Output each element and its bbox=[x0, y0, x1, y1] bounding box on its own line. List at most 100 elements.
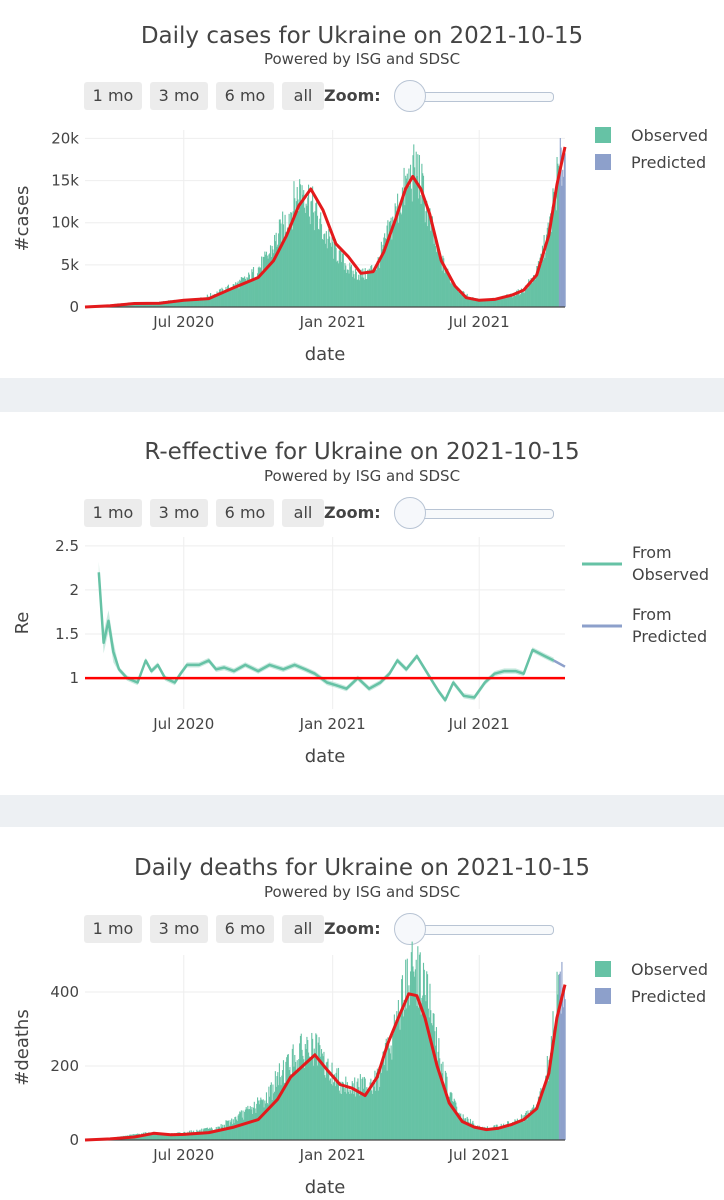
observed-bar bbox=[159, 1134, 161, 1140]
observed-bar bbox=[339, 247, 341, 307]
observed-bar bbox=[455, 1102, 457, 1140]
observed-bar bbox=[172, 1134, 174, 1140]
zoom-slider-handle[interactable] bbox=[394, 80, 426, 112]
legend-swatch-observed bbox=[595, 961, 611, 977]
range-button-3mo[interactable]: 3 mo bbox=[150, 82, 208, 110]
observed-bar bbox=[412, 966, 414, 1140]
observed-bar bbox=[232, 1119, 234, 1140]
observed-bar bbox=[301, 185, 303, 307]
observed-bar bbox=[417, 154, 419, 307]
observed-bar bbox=[261, 1099, 263, 1140]
observed-bar bbox=[171, 300, 173, 307]
observed-bar bbox=[520, 294, 522, 307]
observed-bar bbox=[475, 298, 477, 307]
observed-bar bbox=[507, 294, 509, 307]
observed-bar bbox=[355, 271, 357, 307]
range-button-6mo[interactable]: 6 mo bbox=[216, 82, 274, 110]
observed-bar bbox=[475, 1128, 477, 1140]
observed-bar bbox=[299, 1035, 302, 1140]
observed-bar bbox=[521, 1119, 523, 1140]
range-button-1mo[interactable]: 1 mo bbox=[84, 82, 142, 110]
observed-bar bbox=[305, 1048, 307, 1140]
predicted-bar bbox=[563, 151, 565, 307]
observed-bar bbox=[479, 1129, 481, 1140]
observed-bar bbox=[375, 1090, 377, 1140]
range-button-1mo[interactable]: 1 mo bbox=[84, 499, 142, 527]
observed-bar bbox=[330, 246, 332, 307]
zoom-slider-handle[interactable] bbox=[394, 497, 426, 529]
observed-bar bbox=[493, 1125, 495, 1140]
observed-bar bbox=[406, 173, 408, 307]
observed-bar bbox=[375, 269, 377, 307]
observed-bar bbox=[161, 1133, 163, 1140]
observed-bar bbox=[201, 1131, 204, 1140]
observed-bar bbox=[531, 283, 533, 307]
observed-bar bbox=[361, 1078, 363, 1140]
observed-bar bbox=[236, 1120, 238, 1140]
observed-bar bbox=[510, 1126, 512, 1140]
range-button-3mo[interactable]: 3 mo bbox=[150, 915, 208, 943]
observed-bar bbox=[546, 227, 548, 307]
observed-bar bbox=[408, 168, 410, 307]
observed-bar bbox=[347, 269, 349, 307]
observed-bar bbox=[524, 1113, 527, 1140]
observed-bar bbox=[268, 254, 270, 307]
observed-bar bbox=[353, 1094, 355, 1140]
observed-bar bbox=[308, 1052, 310, 1140]
observed-bar bbox=[361, 277, 363, 307]
range-button-all[interactable]: all bbox=[282, 915, 324, 943]
observed-bar bbox=[469, 297, 471, 307]
observed-bar bbox=[469, 298, 471, 307]
observed-bar bbox=[526, 285, 528, 307]
observed-bar bbox=[528, 282, 531, 307]
observed-bar bbox=[357, 279, 359, 307]
observed-bar bbox=[431, 1023, 433, 1140]
observed-bar bbox=[275, 232, 277, 307]
observed-bar bbox=[383, 1050, 385, 1140]
observed-bar bbox=[291, 1048, 293, 1140]
observed-bar bbox=[148, 1132, 150, 1140]
observed-bar bbox=[482, 1129, 484, 1140]
observed-bar bbox=[201, 299, 204, 307]
observed-bar bbox=[431, 216, 433, 307]
observed-bar bbox=[454, 286, 456, 307]
observed-bar bbox=[354, 269, 357, 307]
observed-bar bbox=[504, 295, 506, 307]
observed-bar bbox=[359, 1095, 361, 1140]
observed-bar bbox=[254, 1108, 256, 1140]
range-button-1mo[interactable]: 1 mo bbox=[84, 915, 142, 943]
observed-bar bbox=[335, 1072, 337, 1140]
observed-bar bbox=[411, 201, 413, 307]
range-button-6mo[interactable]: 6 mo bbox=[216, 915, 274, 943]
observed-bar bbox=[272, 249, 274, 307]
observed-bar bbox=[486, 300, 488, 307]
observed-bar bbox=[468, 298, 470, 307]
zoom-slider-handle[interactable] bbox=[394, 913, 426, 945]
observed-bar bbox=[532, 282, 534, 307]
observed-bar bbox=[494, 298, 496, 307]
observed-bar bbox=[545, 1075, 547, 1140]
range-button-all[interactable]: all bbox=[282, 499, 324, 527]
observed-bar bbox=[197, 1131, 200, 1140]
range-button-3mo[interactable]: 3 mo bbox=[150, 499, 208, 527]
observed-bar bbox=[444, 1070, 446, 1140]
observed-bar bbox=[188, 1133, 190, 1140]
observed-bar bbox=[518, 1122, 520, 1140]
observed-bar bbox=[360, 269, 362, 307]
observed-bar bbox=[514, 1119, 516, 1140]
observed-bar bbox=[381, 1062, 383, 1140]
observed-bar bbox=[502, 295, 504, 307]
observed-bar bbox=[357, 1078, 359, 1140]
chart-subtitle: Powered by ISG and SDSC bbox=[263, 883, 461, 901]
range-button-6mo[interactable]: 6 mo bbox=[216, 499, 274, 527]
observed-bar bbox=[459, 1114, 461, 1140]
y-tick-label: 0 bbox=[69, 298, 79, 316]
observed-bar bbox=[484, 1130, 486, 1140]
observed-bar bbox=[522, 1115, 524, 1140]
range-button-all[interactable]: all bbox=[282, 82, 324, 110]
observed-bar bbox=[540, 253, 542, 307]
predicted-bar bbox=[563, 989, 565, 1140]
legend-label-observed: From bbox=[632, 543, 672, 562]
x-tick-label: Jul 2021 bbox=[448, 715, 510, 733]
observed-bar bbox=[230, 1122, 232, 1140]
